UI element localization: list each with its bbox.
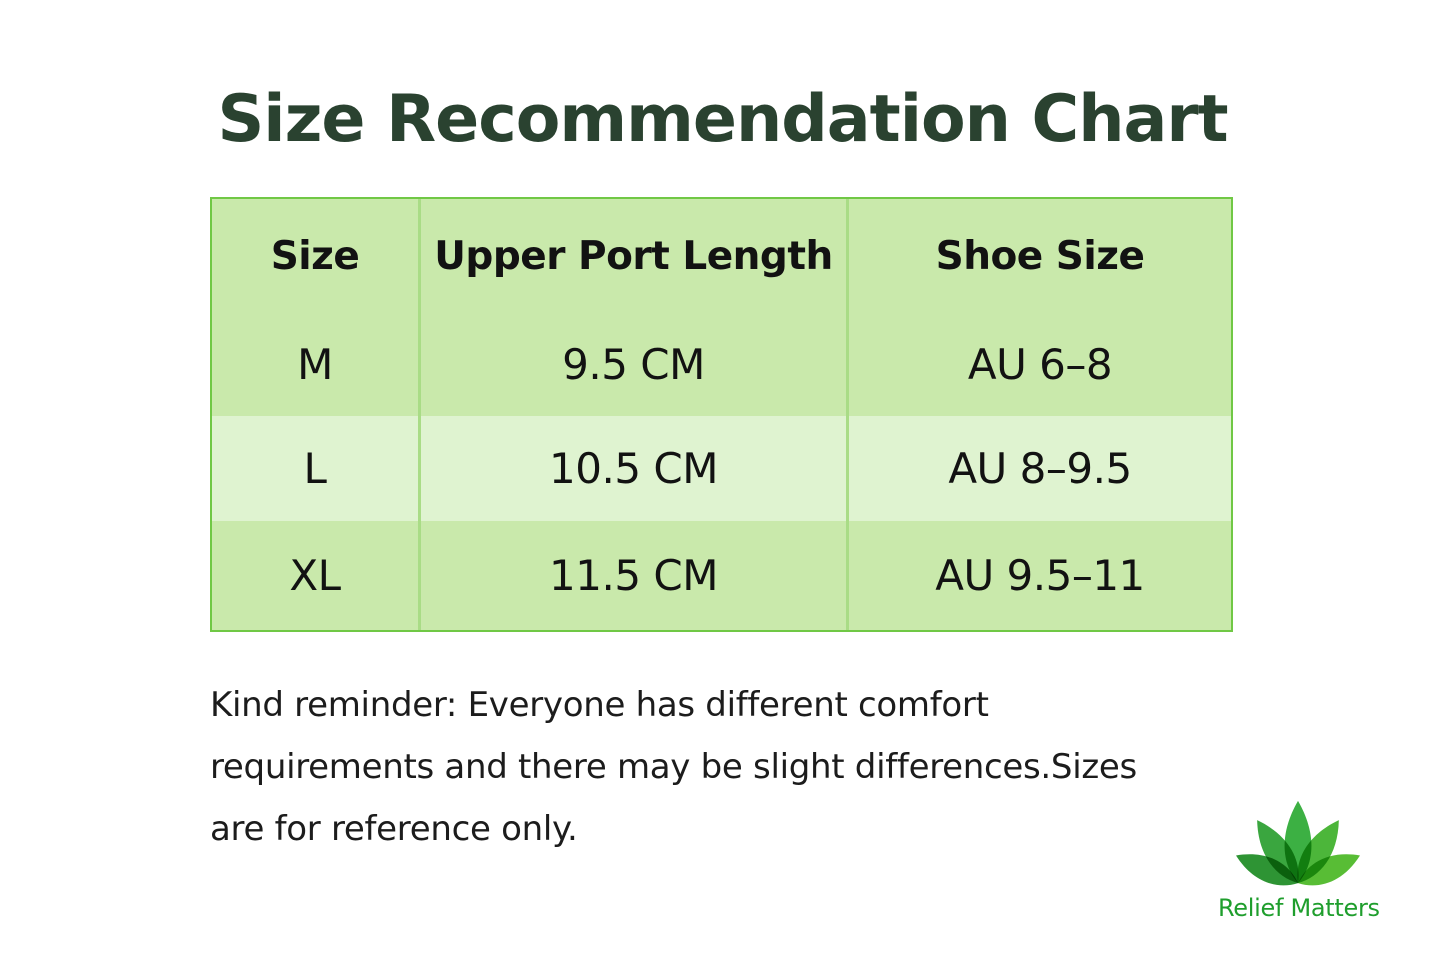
- size-table: Size Upper Port Length Shoe Size M 9.5 C…: [210, 197, 1233, 632]
- page-title: Size Recommendation Chart: [217, 82, 1228, 157]
- leaf-outer-right: [1298, 854, 1360, 886]
- column-header-size: Size: [270, 233, 360, 279]
- lotus-leaves-icon: [1236, 800, 1360, 886]
- cell-upper-port-length: 9.5 CM: [418, 313, 846, 416]
- brand-name: Relief Matters: [1218, 894, 1380, 922]
- column-header-upper-port-length: Upper Port Length: [418, 199, 846, 313]
- brand-block: Relief Matters: [1218, 792, 1380, 922]
- leaf-outer-left: [1236, 854, 1298, 886]
- leaf-center: [1284, 800, 1312, 884]
- leaf-inner-left: [1257, 820, 1299, 884]
- column-header-shoe-size: Shoe Size: [846, 199, 1231, 313]
- table-row-xl: XL 11.5 CM AU 9.5–11: [212, 521, 1231, 630]
- cell-size: M: [297, 340, 333, 389]
- note-line-3: are for reference only.: [210, 809, 578, 849]
- table-header-row: Size Upper Port Length Shoe Size: [212, 199, 1231, 313]
- cell-shoe-size: AU 8–9.5: [846, 416, 1231, 521]
- cell-shoe-size: AU 9.5–11: [846, 521, 1231, 630]
- cell-size: L: [303, 444, 327, 493]
- cell-upper-port-length: 11.5 CM: [418, 521, 846, 630]
- kind-reminder-note: Kind reminder: Everyone has different co…: [210, 674, 1137, 860]
- note-line-1: Kind reminder: Everyone has different co…: [210, 685, 989, 725]
- cell-shoe-size: AU 6–8: [846, 313, 1231, 416]
- cell-size: XL: [289, 551, 341, 600]
- leaf-inner-right: [1297, 820, 1339, 884]
- table-row-l: L 10.5 CM AU 8–9.5: [212, 416, 1231, 521]
- cell-upper-port-length: 10.5 CM: [418, 416, 846, 521]
- table-row-m: M 9.5 CM AU 6–8: [212, 313, 1231, 416]
- note-line-2: requirements and there may be slight dif…: [210, 747, 1137, 787]
